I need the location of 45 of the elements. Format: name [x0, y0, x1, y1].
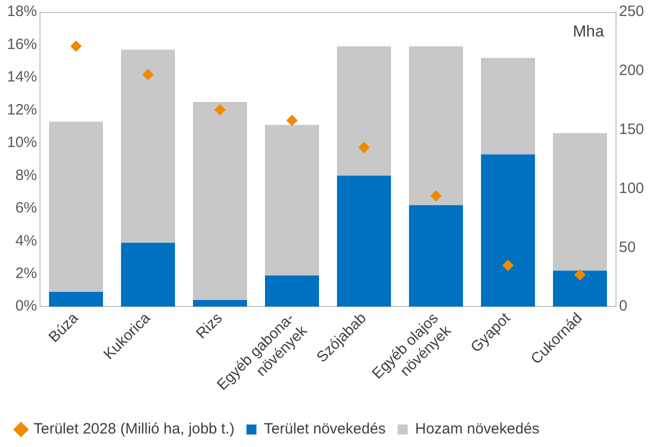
y2-tick-label: 100: [618, 180, 644, 197]
bar: [408, 205, 463, 307]
point: [142, 68, 154, 80]
point: [574, 269, 586, 280]
point: [214, 104, 226, 116]
y-tick-label: 8%: [15, 166, 38, 184]
bar: [49, 122, 104, 292]
bar: [265, 276, 319, 307]
bar: [552, 133, 607, 271]
legend-label: Terület 2028 (Millió ha, jobb t.): [34, 420, 234, 438]
bar: [49, 292, 104, 307]
y-tick-label: 10%: [6, 134, 38, 152]
bar: [265, 124, 319, 276]
y-tick-label: 2%: [15, 265, 38, 282]
point: [70, 40, 82, 52]
bar: [336, 46, 391, 176]
bar: [480, 58, 535, 154]
legend-label: Terület növekedés: [264, 420, 386, 438]
y2-tick-label: 200: [618, 62, 644, 80]
point: [430, 190, 442, 202]
point: [286, 114, 298, 126]
bar: [193, 300, 248, 307]
y2-tick-label: 250: [618, 3, 644, 20]
bar: [336, 176, 391, 307]
y2-tick-label: 150: [618, 120, 644, 138]
bar: [408, 46, 463, 206]
y2-tick-label: 0: [618, 298, 628, 315]
y-tick-label: 0%: [15, 298, 38, 315]
legend-label: Hozam növekedés: [415, 420, 540, 438]
bar: [121, 242, 176, 307]
y-tick-label: 18%: [6, 3, 38, 20]
bar: [193, 102, 248, 300]
bar: [552, 270, 607, 307]
y-tick-label: 14%: [6, 68, 38, 86]
y-tick-label: 12%: [6, 101, 38, 118]
bar: [480, 154, 535, 307]
x-tick-label: Rizs: [193, 310, 226, 342]
y-tick-label: 16%: [6, 36, 38, 53]
point: [358, 142, 370, 154]
point: [502, 260, 514, 271]
y-tick-label: 4%: [15, 232, 38, 250]
annotation: Mha: [572, 23, 604, 40]
y-tick-label: 6%: [15, 200, 38, 217]
bar: [121, 50, 176, 243]
y2-tick-label: 50: [618, 238, 636, 256]
